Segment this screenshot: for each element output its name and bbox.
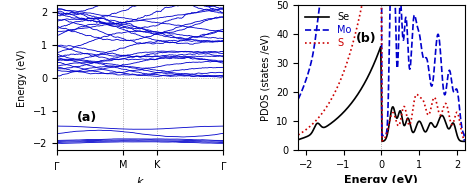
X-axis label: Energy (eV): Energy (eV) [345,175,418,183]
Line: S: S [298,0,465,141]
Se [363,80,368,83]
Text: (a): (a) [77,111,97,124]
Mo [428,84,434,86]
Legend: Se, Mo, S: Se, Mo, S [303,10,353,50]
Se [425,126,431,129]
X-axis label: k: k [137,177,143,183]
S [462,139,467,141]
Line: Mo: Mo [298,0,465,141]
S [312,120,318,123]
S [379,140,385,142]
Se [378,45,383,48]
Se [295,139,301,141]
Y-axis label: Energy (eV): Energy (eV) [17,49,27,107]
Mo [295,98,301,100]
S [410,109,416,112]
Se [462,140,467,143]
S [428,106,434,108]
Se [369,68,374,71]
Mo [425,64,431,66]
S [295,134,301,136]
S [425,114,431,116]
Mo [410,30,415,32]
Text: (b): (b) [356,32,377,45]
Mo [312,39,318,42]
Y-axis label: PDOS (states /eV): PDOS (states /eV) [261,34,271,121]
Se [312,125,318,127]
Se [410,131,415,133]
Line: Se: Se [298,46,465,141]
Mo [462,140,467,142]
Se [428,122,434,124]
